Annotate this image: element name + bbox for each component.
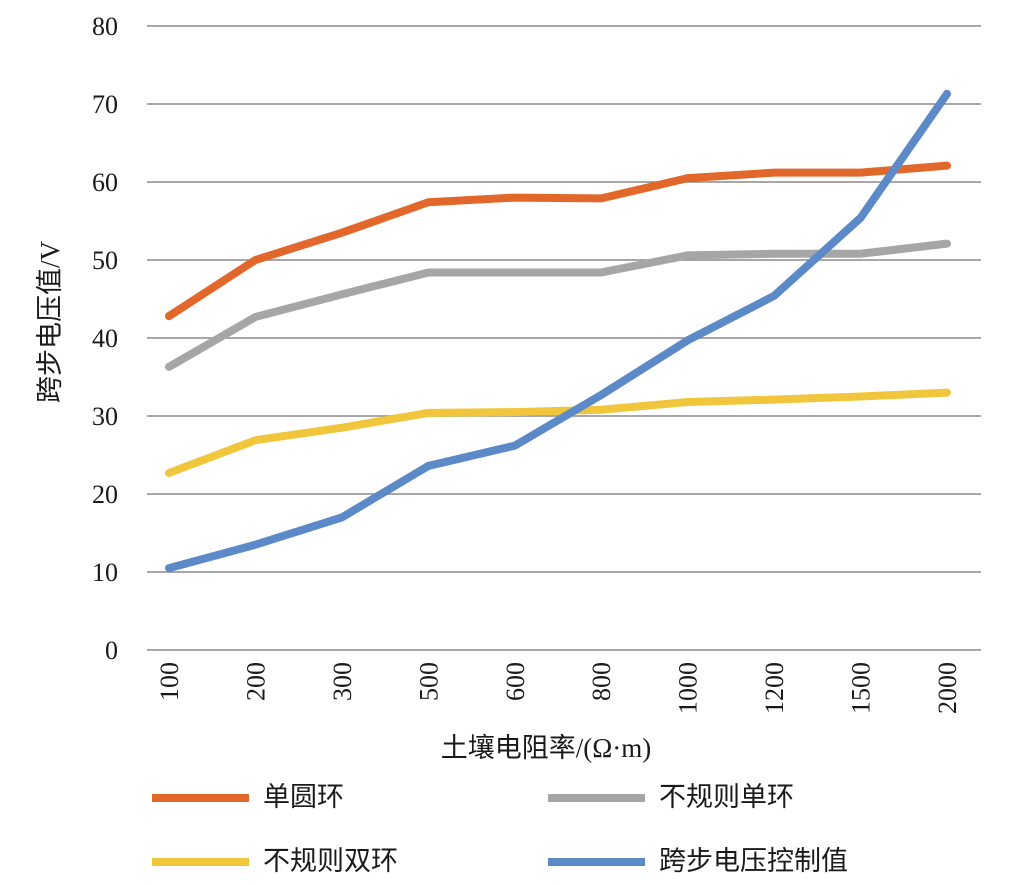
x-tick-label: 500: [414, 662, 443, 701]
x-tick-label: 600: [501, 662, 530, 701]
y-tick-label: 40: [92, 324, 118, 353]
series-line-2: [165, 388, 951, 477]
x-tick-label: 300: [328, 662, 357, 701]
x-tick-label: 200: [241, 662, 270, 701]
y-axis-tick-labels: 0 10 20 30 40 50 60 70 80: [92, 12, 118, 665]
x-tick-label: 100: [155, 662, 184, 701]
legend-label-3: 跨步电压控制值: [659, 845, 848, 876]
x-tick-label: 800: [587, 662, 616, 701]
legend-swatch-1: [548, 793, 645, 802]
series-lines: [165, 89, 951, 573]
series-line-1: [165, 239, 951, 371]
y-tick-label: 30: [92, 402, 118, 431]
legend-item-0: 单圆环: [152, 782, 548, 813]
legend: 单圆环 不规则单环不规则双环 跨步电压控制值: [152, 782, 848, 877]
legend-swatch-0: [152, 793, 249, 802]
legend-swatch-2: [152, 857, 249, 866]
x-tick-label: 1000: [674, 662, 703, 714]
x-axis-title: 土壤电阻率/(Ω·m): [441, 733, 652, 763]
y-tick-label: 20: [92, 480, 118, 509]
y-tick-label: 80: [92, 12, 118, 41]
y-tick-label: 10: [92, 558, 118, 587]
legend-label-1: 不规则单环: [659, 782, 794, 812]
x-tick-label: 1200: [760, 662, 789, 714]
legend-swatch-3: [548, 857, 645, 866]
legend-item-1: 不规则单环: [548, 782, 848, 813]
series-line-0: [165, 161, 951, 321]
x-tick-label: 1500: [847, 662, 876, 714]
x-axis-tick-labels: 100 200 300 500 600 800 1000 1200 1500 2000: [155, 662, 962, 714]
y-tick-label: 50: [92, 246, 118, 275]
legend-label-2: 不规则双环: [263, 845, 398, 876]
legend-item-3: 跨步电压控制值: [548, 845, 848, 877]
legend-item-2: 不规则双环: [152, 845, 548, 877]
y-tick-label: 60: [92, 168, 118, 197]
x-tick-label: 2000: [933, 662, 962, 714]
y-tick-label: 70: [92, 90, 118, 119]
y-tick-label: 0: [105, 636, 118, 665]
legend-label-0: 单圆环: [263, 782, 344, 812]
y-axis-title: 跨步电压值/V: [35, 240, 65, 403]
gridlines: [147, 25, 981, 651]
series-line-3: [165, 89, 951, 573]
